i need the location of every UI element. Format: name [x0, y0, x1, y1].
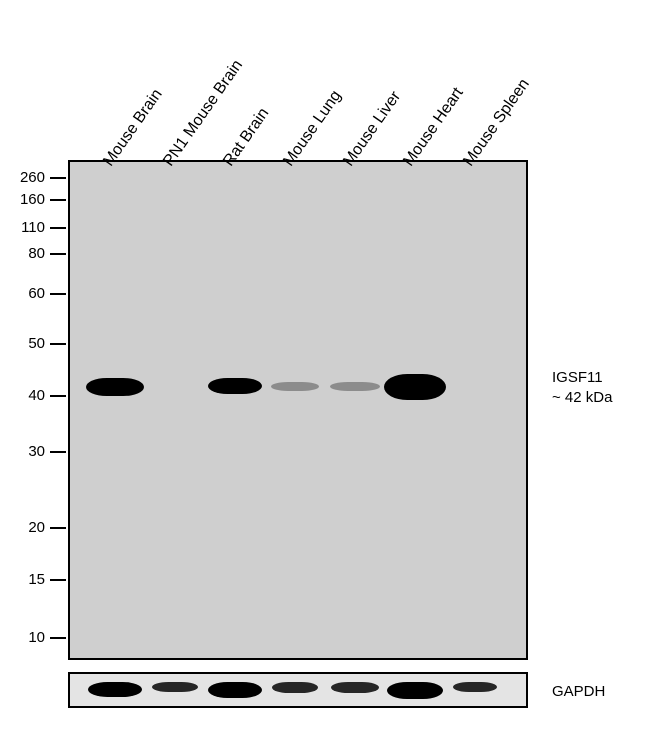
ladder-tick — [50, 199, 66, 201]
ladder-tick — [50, 451, 66, 453]
ladder-label: 80 — [15, 245, 45, 262]
ladder-tick — [50, 637, 66, 639]
lane-label: Mouse Liver — [340, 88, 405, 170]
blot-band — [453, 682, 497, 692]
lane-label: Mouse Heart — [400, 85, 467, 170]
ladder-label: 15 — [15, 571, 45, 588]
ladder-tick — [50, 343, 66, 345]
blot-band — [208, 682, 262, 698]
ladder-label: 110 — [15, 219, 45, 236]
ladder-label: 10 — [15, 629, 45, 646]
ladder-label: 40 — [15, 387, 45, 404]
ladder-label: 20 — [15, 519, 45, 536]
right-label: GAPDH — [552, 682, 605, 702]
ladder-label: 160 — [15, 191, 45, 208]
ladder-tick — [50, 227, 66, 229]
western-blot-figure: Mouse BrainPN1 Mouse BrainRat BrainMouse… — [0, 0, 650, 751]
blot-band — [86, 378, 144, 396]
blot-band — [331, 682, 379, 693]
blot-band — [88, 682, 142, 697]
blot-band — [384, 374, 446, 400]
blot-band — [387, 682, 443, 699]
blot-main — [68, 160, 528, 660]
ladder-tick — [50, 177, 66, 179]
ladder-tick — [50, 293, 66, 295]
blot-band — [272, 682, 318, 693]
ladder-label: 260 — [15, 169, 45, 186]
right-label: ~ 42 kDa — [552, 388, 612, 408]
ladder-tick — [50, 527, 66, 529]
blot-band — [152, 682, 198, 692]
lane-label: Mouse Lung — [280, 88, 345, 170]
blot-band — [271, 382, 319, 391]
lane-label: Mouse Spleen — [460, 76, 533, 170]
ladder-tick — [50, 579, 66, 581]
ladder-label: 30 — [15, 443, 45, 460]
blot-band — [330, 382, 380, 391]
ladder-tick — [50, 395, 66, 397]
lane-label: Mouse Brain — [100, 86, 166, 170]
ladder-label: 50 — [15, 335, 45, 352]
right-label: IGSF11 — [552, 368, 603, 388]
blot-band — [208, 378, 262, 394]
ladder-tick — [50, 253, 66, 255]
ladder-label: 60 — [15, 285, 45, 302]
